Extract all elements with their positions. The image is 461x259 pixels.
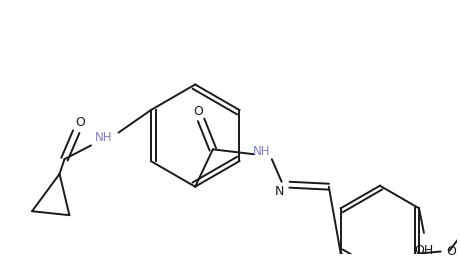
- Text: O: O: [75, 116, 85, 129]
- Text: O: O: [193, 105, 203, 118]
- Text: OH: OH: [414, 244, 433, 257]
- Text: N: N: [275, 185, 284, 198]
- Text: NH: NH: [95, 131, 112, 144]
- Text: O: O: [447, 245, 456, 258]
- Text: NH: NH: [253, 145, 271, 158]
